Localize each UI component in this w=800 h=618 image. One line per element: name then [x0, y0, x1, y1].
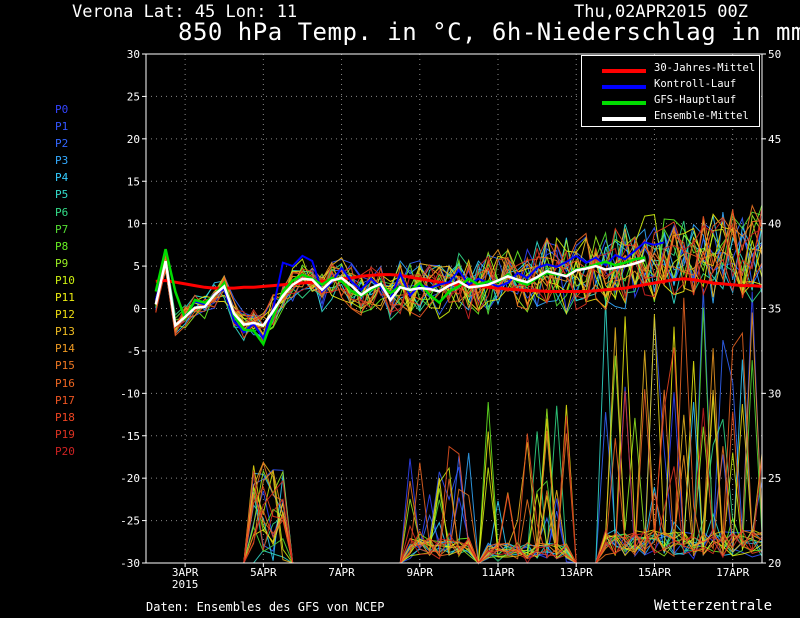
y-left-tick-label: -20 — [120, 472, 140, 485]
legend-label: 30-Jahres-Mittel — [654, 62, 756, 74]
y-left-tick-label: -30 — [120, 557, 140, 570]
climate-mean-line — [155, 273, 763, 293]
member-label: P13 — [55, 325, 75, 339]
run-date: Thu,02APR2015 00Z — [574, 2, 748, 22]
member-label: P9 — [55, 256, 69, 270]
y-axis-right-ticks: 20 25 30 35 40 45 50 — [762, 48, 781, 570]
y-right-tick-label: 35 — [768, 303, 781, 316]
legend-swatch — [602, 117, 646, 121]
x-tick-label: 9APR — [407, 566, 434, 579]
member-label: P16 — [55, 376, 75, 390]
legend-label: GFS-Hauptlauf — [654, 94, 737, 106]
member-precipitation-line — [155, 312, 763, 564]
member-label: P0 — [55, 103, 69, 116]
member-precipitation-line — [155, 411, 763, 564]
member-precipitation-line — [155, 389, 763, 565]
member-precipitation-line — [155, 407, 763, 564]
x-tick-label: 11APR — [481, 566, 514, 579]
member-label: P17 — [55, 393, 75, 407]
y-left-tick-label: -5 — [127, 345, 140, 358]
member-precipitation-line — [155, 297, 763, 564]
legend-entry: Ensemble-Mittel — [582, 110, 761, 126]
member-label: P4 — [55, 171, 69, 185]
member-label: P8 — [55, 239, 69, 253]
y-left-tick-label: 5 — [133, 260, 140, 273]
legend-swatch — [602, 85, 646, 89]
member-label: P18 — [55, 410, 75, 424]
x-tick-label: 13APR — [560, 566, 593, 579]
x-tick-label: 5APR — [250, 566, 277, 579]
y-right-tick-label: 50 — [768, 48, 781, 61]
member-precipitation-line — [155, 391, 763, 564]
member-label: P3 — [55, 154, 69, 168]
legend-swatch — [602, 69, 646, 73]
x-tick-sublabel: 2015 — [172, 578, 199, 591]
member-precipitation-line — [155, 452, 763, 565]
y-left-tick-label: -10 — [120, 387, 140, 400]
x-tick-label: 7APR — [328, 566, 355, 579]
brand-label: Wetterzentrale — [654, 598, 773, 614]
y-right-tick-label: 45 — [768, 133, 781, 146]
y-left-tick-label: 10 — [127, 218, 140, 231]
member-label: P14 — [55, 342, 75, 356]
x-tick-label: 17APR — [716, 566, 749, 579]
y-left-tick-label: 25 — [127, 90, 140, 103]
y-right-tick-label: 40 — [768, 218, 781, 231]
ensemble-member-series — [155, 204, 763, 345]
legend-entry: 30-Jahres-Mittel — [582, 62, 761, 78]
y-left-tick-label: 15 — [127, 175, 140, 188]
y-left-tick-label: -15 — [120, 430, 140, 443]
y-left-tick-label: 20 — [127, 133, 140, 146]
member-label: P1 — [55, 120, 69, 134]
y-axis-left-ticks: -30 -25 -20 -15 -10 -5 0 5 10 15 20 25 30 — [120, 48, 146, 570]
member-precipitation-line — [155, 327, 763, 564]
data-source: Daten: Ensembles des GFS von NCEP — [146, 600, 385, 614]
y-right-tick-label: 20 — [768, 557, 781, 570]
member-list: P0 P1 P2 P3 P4 P5 P6 P7 P8 P9 P10 P11 P12 P13 P14 P15 P1… — [55, 101, 75, 460]
member-label: P12 — [55, 308, 75, 322]
y-left-tick-label: 30 — [127, 48, 140, 61]
chart-title: 850 hPa Temp. in °C, 6h-Niederschlag in … — [178, 18, 800, 46]
x-tick-label: 15APR — [638, 566, 671, 579]
legend-label: Kontroll-Lauf — [654, 78, 737, 90]
member-label: P20 — [55, 444, 75, 458]
ensemble-mean-line — [154, 258, 646, 328]
legend-entry: Kontroll-Lauf — [582, 78, 761, 94]
control-run-line — [154, 241, 665, 341]
x-tick-label: 3APR — [172, 566, 199, 579]
location-label: Verona Lat: 45 Lon: 11 — [72, 2, 298, 22]
member-label: P6 — [55, 205, 69, 219]
member-label: P10 — [55, 273, 75, 287]
member-label: P7 — [55, 222, 69, 236]
legend-label: Ensemble-Mittel — [654, 110, 749, 122]
main-series — [154, 241, 763, 347]
legend-swatch — [602, 101, 646, 105]
legend-entry: GFS-Hauptlauf — [582, 94, 761, 110]
member-label: P15 — [55, 359, 75, 373]
y-right-tick-label: 30 — [768, 387, 781, 400]
chart-legend: 30-Jahres-Mittel Kontroll-Lauf GFS-Hauptla… — [581, 55, 760, 127]
member-label: P5 — [55, 188, 69, 202]
y-left-tick-label: -25 — [120, 515, 140, 528]
member-label: P19 — [55, 427, 75, 441]
member-temperature-line — [155, 219, 763, 330]
member-label: P2 — [55, 137, 69, 151]
member-label: P11 — [55, 291, 75, 305]
y-right-tick-label: 25 — [768, 472, 781, 485]
member-temperature-line — [155, 209, 763, 328]
precipitation-series — [155, 288, 763, 565]
y-left-tick-label: 0 — [133, 303, 140, 316]
